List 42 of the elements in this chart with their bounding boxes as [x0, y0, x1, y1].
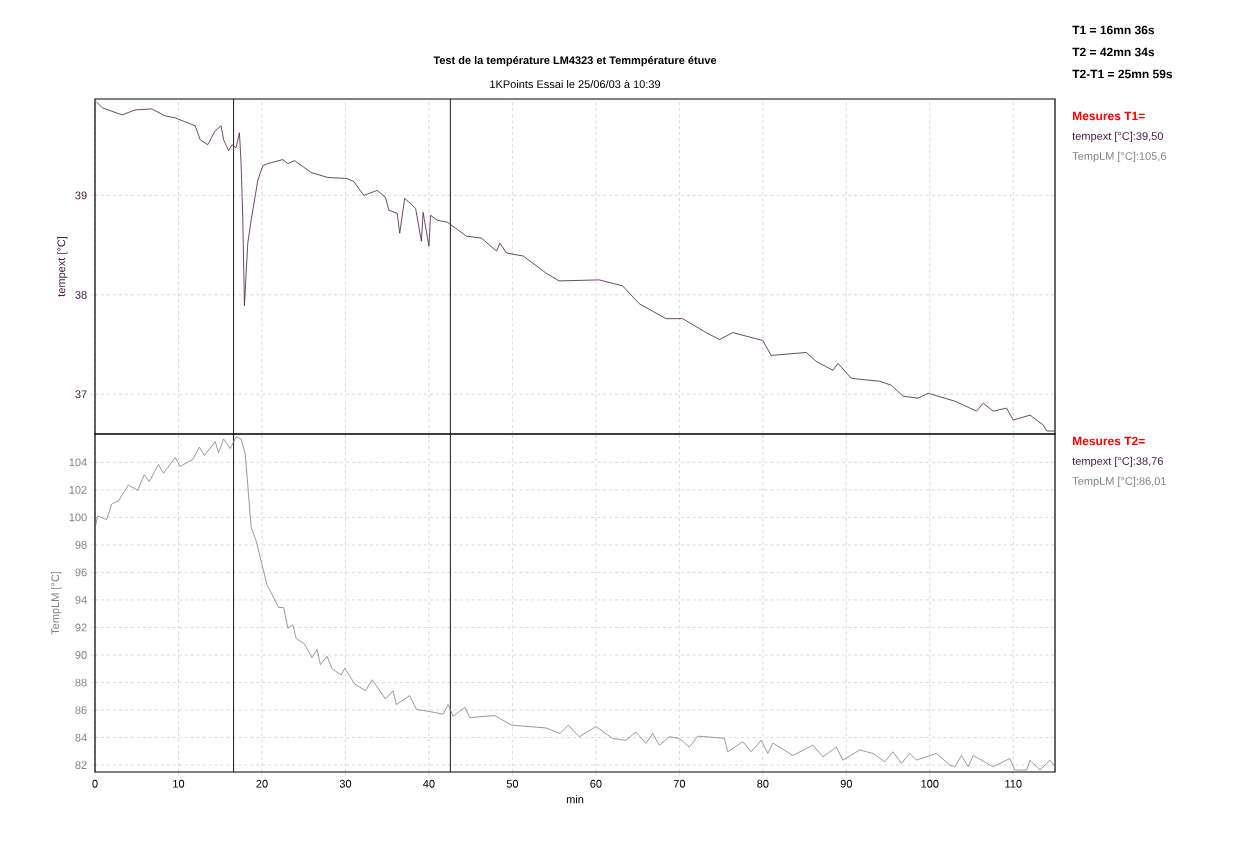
- text: T1 = 16mn 36s: [1072, 25, 1155, 35]
- y-tick-label: 86: [75, 706, 87, 714]
- y-tick-label: 39: [75, 191, 87, 200]
- x-tick-label: 60: [590, 779, 602, 788]
- text: T2 = 42mn 34s: [1072, 47, 1155, 57]
- x-tick-label: 70: [673, 779, 686, 788]
- text: tempext [°C]:39,50: [1072, 131, 1163, 143]
- y-tick-label: 96: [75, 568, 87, 577]
- y-tick-label: 38: [75, 290, 87, 299]
- x-tick-label: 0: [92, 779, 98, 788]
- y-tick-label: 92: [75, 623, 87, 632]
- y-tick-label: 102: [69, 485, 87, 494]
- x-tick-label: 10: [173, 779, 185, 788]
- y-axis-title: TempLM [°C]: [51, 571, 62, 635]
- text: TempLM [°C]:105,6: [1072, 151, 1166, 163]
- y-tick-label: 98: [75, 541, 87, 549]
- x-axis-title: min: [566, 795, 584, 804]
- y-tick-label: 37: [75, 390, 87, 399]
- text: Mesures T2=: [1073, 436, 1145, 446]
- x-tick-label: 100: [921, 779, 939, 788]
- x-tick-label: 90: [840, 779, 852, 788]
- y-tick-label: 82: [75, 761, 87, 769]
- chart-subtitle: 1KPoints Essai le 25/06/03 à 10:39: [490, 79, 661, 89]
- y-tick-label: 84: [75, 733, 87, 742]
- line-series: [95, 436, 1056, 771]
- x-tick-label: 30: [339, 779, 352, 788]
- x-tick-label: 40: [423, 779, 435, 788]
- y-tick-label: 104: [69, 458, 87, 467]
- text: TempLM [°C]:86,01: [1072, 476, 1166, 488]
- x-tick-label: 80: [757, 779, 769, 788]
- text: T2-T1 = 25mn 59s: [1072, 69, 1173, 79]
- x-tick-label: 110: [1005, 779, 1022, 788]
- x-tick-label: 20: [256, 779, 268, 788]
- x-tick-label: 50: [506, 779, 519, 788]
- y-tick-label: 100: [69, 513, 87, 522]
- y-tick-label: 90: [75, 651, 87, 659]
- text: Mesures T1=: [1073, 111, 1145, 121]
- y-tick-label: 94: [75, 596, 87, 604]
- text: tempext [°C]:38,76: [1072, 456, 1163, 468]
- y-tick-label: 88: [75, 678, 87, 687]
- y-axis-title: tempext [°C]: [57, 236, 68, 297]
- chart-title: Test de la température LM4323 et Temmpérature étuve: [433, 55, 717, 67]
